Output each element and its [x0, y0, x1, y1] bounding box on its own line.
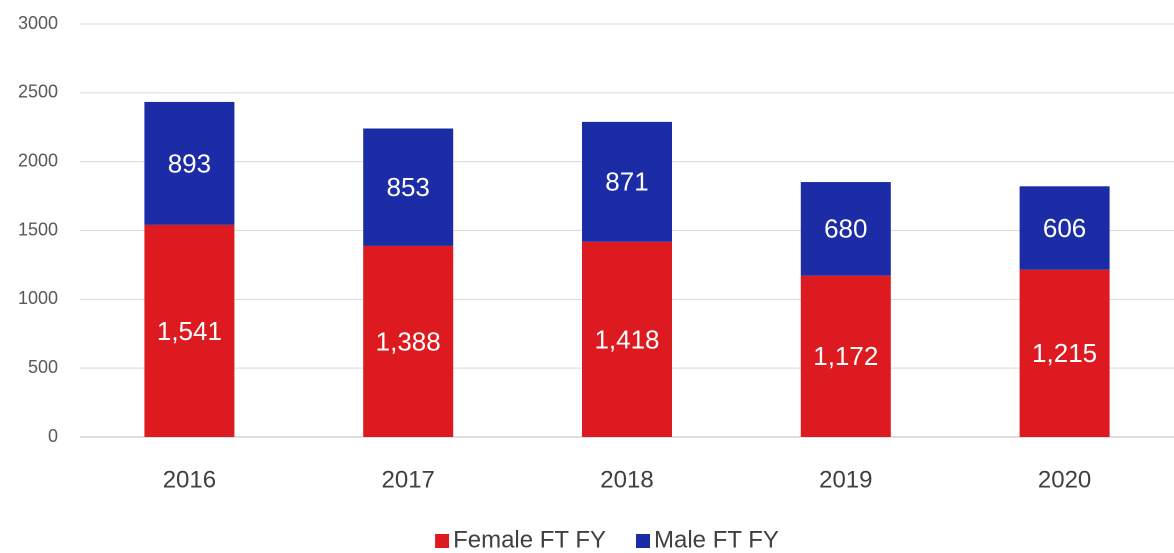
value-label: 871 [605, 167, 648, 197]
y-tick-label: 2500 [18, 82, 58, 102]
legend-label: Female FT FY [453, 526, 606, 553]
y-tick-label: 1500 [18, 219, 58, 239]
bar-segment [800, 182, 891, 276]
legend-label: Male FT FY [654, 526, 779, 553]
value-label: 1,418 [594, 324, 659, 354]
bar-segment [582, 241, 672, 437]
bar-segment [1019, 269, 1110, 437]
bar-segment [144, 224, 235, 437]
value-label: 606 [1043, 213, 1086, 243]
y-tick-label: 3000 [18, 13, 58, 33]
bar-segment [363, 128, 454, 246]
y-tick-label: 0 [48, 426, 58, 446]
bar-segment [582, 121, 672, 242]
value-label: 1,388 [376, 326, 441, 356]
bar-segment [363, 245, 454, 437]
value-label: 1,172 [813, 341, 878, 371]
x-tick-label: 2016 [163, 466, 216, 493]
x-tick-label: 2020 [1038, 466, 1091, 493]
bar-segment [1019, 186, 1110, 270]
y-tick-label: 2000 [18, 150, 58, 170]
bar-segment [144, 101, 235, 225]
value-label: 853 [387, 172, 430, 202]
x-tick-label: 2018 [600, 466, 653, 493]
y-tick-label: 500 [28, 357, 58, 377]
value-label: 1,541 [157, 316, 222, 346]
value-label: 1,215 [1032, 338, 1097, 368]
legend: Female FT FY Male FT FY [435, 526, 779, 553]
bar-segment [800, 275, 891, 437]
x-tick-label: 2017 [382, 466, 435, 493]
legend-swatch [636, 534, 650, 548]
x-tick-label: 2019 [819, 466, 872, 493]
y-tick-label: 1000 [18, 288, 58, 308]
value-label: 680 [824, 214, 867, 244]
legend-swatch [435, 534, 450, 548]
value-label: 893 [168, 148, 211, 178]
